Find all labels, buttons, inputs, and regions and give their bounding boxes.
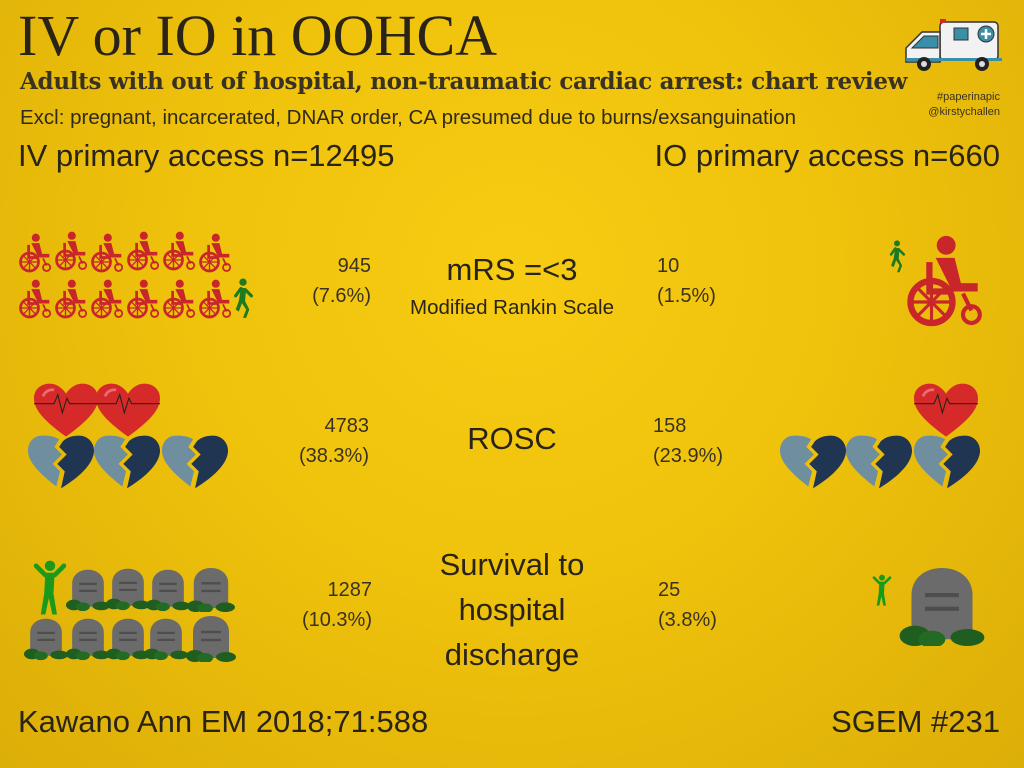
tombstone-icon [66,617,110,662]
wheelchair-icon [911,236,980,323]
iv-group-heading: IV primary access n=12495 [18,138,395,173]
citation: Kawano Ann EM 2018;71:588 [18,704,429,739]
outcome-mrs-label: mRS =<3 [446,252,578,287]
heart-icon [34,383,98,439]
tombstone-icon [66,568,110,612]
io-rosc-percent: (23.9%) [653,445,724,467]
tombstone-icon [144,617,188,662]
outcome-mrs-sublabel: Modified Rankin Scale [410,296,614,319]
author-handle: @kirstychallen [928,106,1000,118]
tombstone-icon [184,616,238,662]
heart-icon [914,383,978,439]
io-rosc-count: 158 [653,415,687,437]
io-mrs-percent: (1.5%) [657,285,716,307]
tombstone-icon [146,568,190,612]
io-mrs-count: 10 [657,255,680,277]
io-tombstone-pictogram [870,568,994,648]
survivor-icon [872,574,892,608]
hashtag: #paperinapic [937,91,1000,103]
io-wheelchair-pictogram [888,234,988,330]
outcome-rosc-label: ROSC [467,421,557,456]
page-title: IV or IO in OOHCA [18,3,498,68]
walker-icon [233,278,254,320]
io-heart-pictogram [778,380,984,492]
tombstone-icon [106,567,150,612]
subtitle: Adults with out of hospital, non-traumat… [20,68,908,95]
iv-survival-count: 1287 [327,579,373,601]
wheelchair-icon [19,230,232,319]
tombstone-icon [900,568,985,648]
iv-survival-percent: (10.3%) [301,609,372,631]
iv-mrs-percent: (7.6%) [312,285,371,307]
broken-heart-icon [914,435,980,489]
broken-heart-icon [780,435,846,489]
sgem-episode: SGEM #231 [831,704,1000,739]
tombstone-icon [106,617,150,662]
iv-rosc-count: 4783 [324,415,370,437]
tombstone-icon [186,568,236,612]
survivor-icon [36,561,64,615]
iv-heart-pictogram [24,380,234,492]
broken-heart-icon [846,435,912,489]
tombstone-icon [24,617,68,662]
exclusion-criteria: Excl: pregnant, incarcerated, DNAR order… [20,106,797,129]
io-survival-percent: (3.8%) [658,609,717,631]
iv-mrs-count: 945 [337,255,371,277]
iv-rosc-percent: (38.3%) [298,445,369,467]
iv-tombstone-pictogram [22,560,242,664]
io-survival-count: 25 [658,579,681,601]
io-group-heading: IO primary access n=660 [654,138,1000,173]
ambulance-icon [905,19,1002,71]
iv-wheelchair-pictogram [16,230,256,322]
broken-heart-icon [94,435,160,489]
broken-heart-icon [28,435,94,489]
outcome-survival-label: Survival to hospital discharge [439,547,585,672]
walker-icon [889,240,906,274]
heart-icon [96,383,160,439]
broken-heart-icon [162,435,228,489]
